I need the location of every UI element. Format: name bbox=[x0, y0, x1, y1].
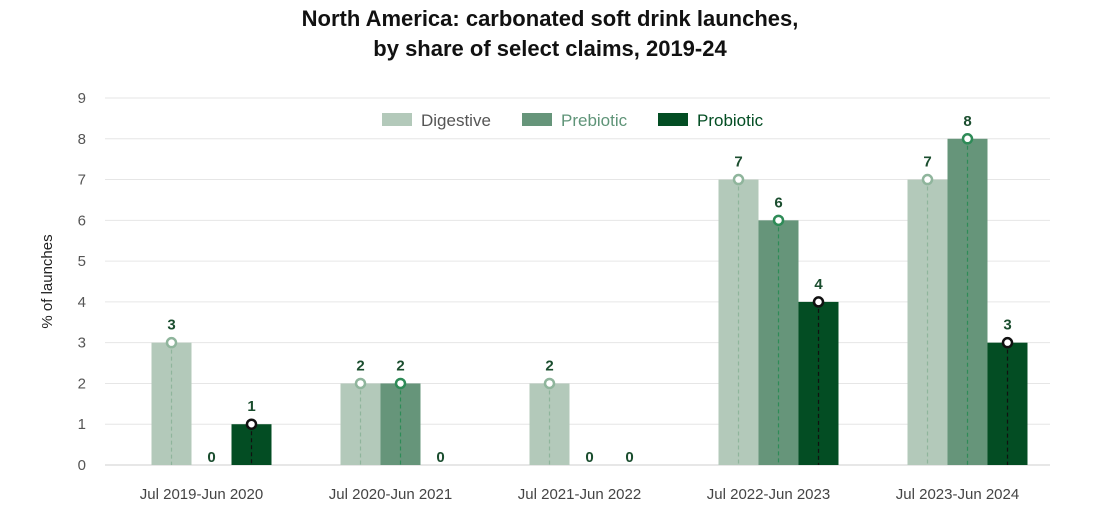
data-label: 2 bbox=[545, 357, 553, 374]
chart-title-line-1: North America: carbonated soft drink lau… bbox=[301, 6, 799, 31]
data-label: 2 bbox=[396, 357, 404, 374]
y-tick-label: 8 bbox=[78, 131, 86, 148]
data-label: 2 bbox=[356, 357, 364, 374]
legend-swatch bbox=[382, 113, 412, 126]
bar-point bbox=[165, 336, 178, 349]
y-axis-label: % of launches bbox=[39, 234, 56, 328]
y-tick-label: 0 bbox=[78, 457, 86, 474]
y-tick-label: 1 bbox=[78, 416, 86, 433]
data-label: 4 bbox=[814, 276, 823, 293]
y-tick-label: 2 bbox=[78, 375, 86, 392]
data-label: 8 bbox=[963, 113, 971, 130]
x-tick-label: Jul 2020-Jun 2021 bbox=[329, 486, 452, 503]
y-tick-label: 3 bbox=[78, 335, 86, 352]
y-tick-label: 6 bbox=[78, 212, 86, 229]
bar bbox=[340, 383, 381, 465]
data-label: 3 bbox=[1003, 317, 1011, 334]
data-label: 7 bbox=[923, 154, 931, 171]
bar-point bbox=[245, 418, 258, 430]
data-label: 0 bbox=[207, 449, 215, 466]
bar-point bbox=[772, 214, 785, 227]
data-label: 0 bbox=[625, 449, 633, 466]
bar-point bbox=[394, 377, 407, 390]
bar-point bbox=[543, 377, 556, 390]
y-tick-label: 9 bbox=[78, 90, 86, 107]
bar-point bbox=[921, 173, 934, 186]
data-label: 1 bbox=[247, 398, 255, 415]
y-tick-label: 5 bbox=[78, 253, 86, 270]
y-tick-label: 4 bbox=[78, 294, 86, 311]
bar bbox=[380, 383, 421, 465]
bar-point bbox=[354, 377, 367, 390]
bar-point bbox=[732, 173, 745, 186]
chart-title-line-2: by share of select claims, 2019-24 bbox=[373, 36, 727, 61]
legend-swatch bbox=[658, 113, 688, 126]
bar-point bbox=[812, 296, 825, 308]
bar bbox=[987, 342, 1028, 465]
data-label: 0 bbox=[436, 449, 444, 466]
bar-point bbox=[961, 133, 974, 145]
y-tick-label: 7 bbox=[78, 172, 86, 189]
bar bbox=[151, 342, 192, 465]
legend-label: Prebiotic bbox=[561, 111, 628, 130]
legend-label: Probiotic bbox=[697, 111, 764, 130]
data-label: 6 bbox=[774, 194, 782, 211]
data-label: 0 bbox=[585, 449, 593, 466]
legend-label: Digestive bbox=[421, 111, 491, 130]
bar-point bbox=[1001, 336, 1014, 349]
x-tick-label: Jul 2023-Jun 2024 bbox=[896, 486, 1019, 503]
x-tick-label: Jul 2022-Jun 2023 bbox=[707, 486, 830, 503]
x-tick-label: Jul 2021-Jun 2022 bbox=[518, 486, 641, 503]
data-label: 7 bbox=[734, 154, 742, 171]
chart-title: North America: carbonated soft drink lau… bbox=[0, 4, 1100, 64]
bar bbox=[231, 424, 272, 465]
x-tick-label: Jul 2019-Jun 2020 bbox=[140, 486, 263, 503]
bar bbox=[529, 383, 570, 465]
legend-swatch bbox=[522, 113, 552, 126]
data-label: 3 bbox=[167, 317, 175, 334]
